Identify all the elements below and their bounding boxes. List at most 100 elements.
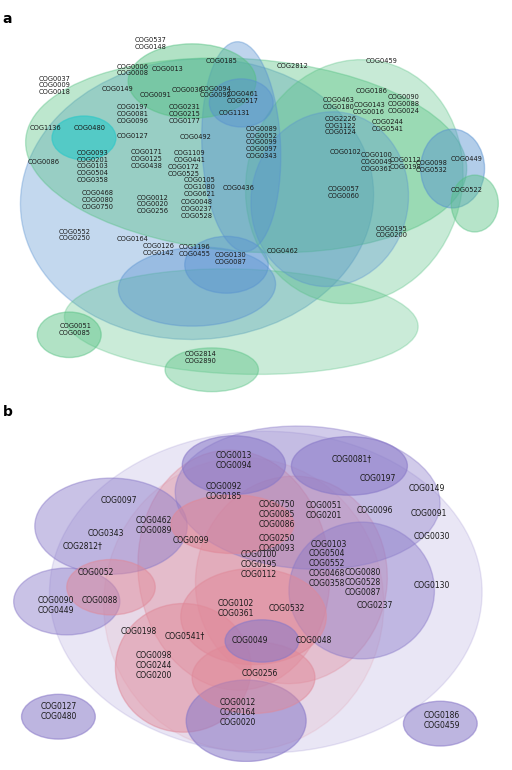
Text: COG0250
COG0093: COG0250 COG0093 [259,534,295,553]
Ellipse shape [451,175,498,232]
Text: COG0094
COG0092: COG0094 COG0092 [200,85,231,99]
Ellipse shape [196,476,388,684]
Ellipse shape [20,59,374,340]
Text: COG0750
COG0085
COG0086: COG0750 COG0085 COG0086 [259,500,295,529]
Ellipse shape [50,431,482,753]
Ellipse shape [251,112,409,286]
Text: COG0532: COG0532 [268,604,305,613]
Text: COG0149: COG0149 [101,86,133,92]
Text: COG0090
COG0088
COG0024: COG0090 COG0088 COG0024 [388,94,419,113]
Text: COG0091: COG0091 [411,509,447,517]
Ellipse shape [128,44,256,119]
Text: COG1109
COG0441: COG1109 COG0441 [174,150,206,162]
Text: COG0185: COG0185 [206,59,238,65]
Text: COG0237: COG0237 [357,601,393,610]
Text: COG0149: COG0149 [409,484,445,494]
Text: COG0195
COG0200: COG0195 COG0200 [375,226,407,239]
Text: COG0492: COG0492 [180,134,212,140]
Text: COG0013
COG0094: COG0013 COG0094 [216,450,252,470]
Text: COG0098
COG0244
COG0200: COG0098 COG0244 COG0200 [136,651,172,680]
Text: COG0468
COG0080
COG0750: COG0468 COG0080 COG0750 [82,190,114,209]
Text: COG0093
COG0201
COG0103
COG0504
COG0358: COG0093 COG0201 COG0103 COG0504 COG0358 [77,150,109,182]
Text: COG0256: COG0256 [242,669,278,678]
Ellipse shape [291,437,408,495]
Text: COG0100
COG0049
COG0361: COG0100 COG0049 COG0361 [360,152,392,172]
Text: COG0552
COG0250: COG0552 COG0250 [59,229,91,242]
Text: COG0541†: COG0541† [164,631,205,640]
Text: COG0080
COG0528
COG0087: COG0080 COG0528 COG0087 [345,567,381,597]
Ellipse shape [171,495,294,554]
Text: COG0102
COG0361: COG0102 COG0361 [217,599,253,618]
Text: COG0006
COG0008: COG0006 COG0008 [116,64,148,76]
Text: COG0143
COG0016: COG0143 COG0016 [353,102,385,115]
Ellipse shape [202,42,281,252]
Text: COG0088: COG0088 [81,596,118,604]
Text: COG1196
COG0455: COG1196 COG0455 [179,244,210,257]
Text: COG0459: COG0459 [366,59,397,65]
Ellipse shape [182,436,286,494]
Text: COG0231
COG0215
COG0177: COG0231 COG0215 COG0177 [169,104,201,124]
Text: COG0105
COG1080
COG0621: COG0105 COG1080 COG0621 [183,177,216,196]
Text: COG2814
COG2890: COG2814 COG2890 [185,351,217,364]
Ellipse shape [26,58,467,253]
Text: COG0051
COG0201: COG0051 COG0201 [306,501,342,521]
Text: COG0197: COG0197 [360,474,396,483]
Text: b: b [3,404,13,419]
Ellipse shape [65,269,418,374]
Text: COG0013: COG0013 [152,65,183,72]
Text: COG0480: COG0480 [74,126,106,131]
Text: COG1136: COG1136 [30,126,61,131]
Text: COG0130
COG0087: COG0130 COG0087 [215,252,246,265]
Text: COG0030: COG0030 [171,87,203,92]
Text: COG2812: COG2812 [277,62,309,69]
Text: COG0098
COG0532: COG0098 COG0532 [416,160,448,172]
Text: COG0164: COG0164 [116,236,148,243]
Text: COG0127
COG0480: COG0127 COG0480 [40,702,77,721]
Ellipse shape [192,641,315,714]
Text: COG0037
COG0009
COG0018: COG0037 COG0009 COG0018 [38,75,71,95]
Ellipse shape [175,426,440,569]
Ellipse shape [138,450,330,690]
Ellipse shape [403,701,477,746]
Ellipse shape [52,116,116,160]
Text: COG0048: COG0048 [296,637,332,645]
Ellipse shape [209,79,273,127]
Ellipse shape [67,560,155,615]
Text: COG0099: COG0099 [173,536,209,545]
Text: COG0462
COG0089: COG0462 COG0089 [136,516,172,535]
Text: COG0091: COG0091 [139,92,171,98]
Ellipse shape [35,478,187,574]
Text: COG0100
COG0195
COG0112: COG0100 COG0195 COG0112 [240,551,276,579]
Text: COG0097: COG0097 [101,497,138,505]
Ellipse shape [37,312,101,357]
Text: COG2226
COG1122
COG0124: COG2226 COG1122 COG0124 [325,116,356,136]
Text: COG0092
COG0185: COG0092 COG0185 [206,482,242,501]
Ellipse shape [115,604,251,732]
Text: COG0030: COG0030 [414,532,450,541]
Text: COG0081†: COG0081† [332,454,372,464]
Text: COG0504
COG0552
COG0468
COG0358: COG0504 COG0552 COG0468 COG0358 [309,549,346,588]
Text: COG0186: COG0186 [355,88,388,94]
Text: COG0127: COG0127 [116,132,148,139]
Text: COG0244
COG0541: COG0244 COG0541 [372,119,404,132]
Text: COG2812†: COG2812† [63,541,103,551]
Ellipse shape [186,680,306,762]
Text: COG0048
COG0237
COG0528: COG0048 COG0237 COG0528 [181,199,213,219]
Text: COG0461
COG0517: COG0461 COG0517 [226,92,258,104]
Ellipse shape [103,458,384,751]
Ellipse shape [185,236,268,293]
Text: COG0198: COG0198 [121,627,157,636]
Text: COG0103: COG0103 [311,540,347,549]
Text: COG0126
COG0142: COG0126 COG0142 [143,243,175,256]
Ellipse shape [246,59,463,303]
Ellipse shape [289,522,434,659]
Text: COG0012
COG0164
COG0020: COG0012 COG0164 COG0020 [219,698,255,727]
Text: COG0537
COG0148: COG0537 COG0148 [134,38,166,50]
Text: COG0086: COG0086 [28,159,60,165]
Text: COG0186
COG0459: COG0186 COG0459 [423,711,460,730]
Text: COG0049: COG0049 [232,637,268,645]
Text: COG0522: COG0522 [451,186,482,192]
Ellipse shape [181,568,326,665]
Text: COG0112
COG0198: COG0112 COG0198 [390,157,422,169]
Text: a: a [3,12,12,25]
